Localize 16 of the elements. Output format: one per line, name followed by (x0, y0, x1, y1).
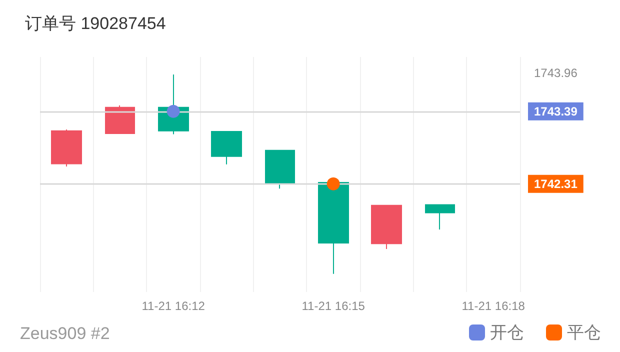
candlestick (425, 204, 455, 230)
candlestick (51, 129, 82, 167)
candlestick (371, 204, 402, 250)
candlestick (211, 131, 242, 165)
y-tick-label: 1742.31 (534, 176, 578, 191)
y-tick-label: 1743.96 (534, 66, 578, 80)
candlestick (105, 104, 135, 134)
legend-label: 开仓 (490, 323, 524, 342)
text: Zeus909 #2 (20, 324, 110, 343)
legend-label: 平仓 (567, 323, 601, 342)
chart-title: 订单号 190287454 (25, 14, 166, 33)
candlestick (265, 150, 295, 190)
x-tick-label: 11-21 16:15 (302, 299, 366, 313)
x-tick-label: 11-21 16:12 (142, 299, 206, 313)
x-tick-label: 11-21 16:18 (462, 299, 526, 313)
y-tick-label: 1743.39 (534, 104, 578, 118)
